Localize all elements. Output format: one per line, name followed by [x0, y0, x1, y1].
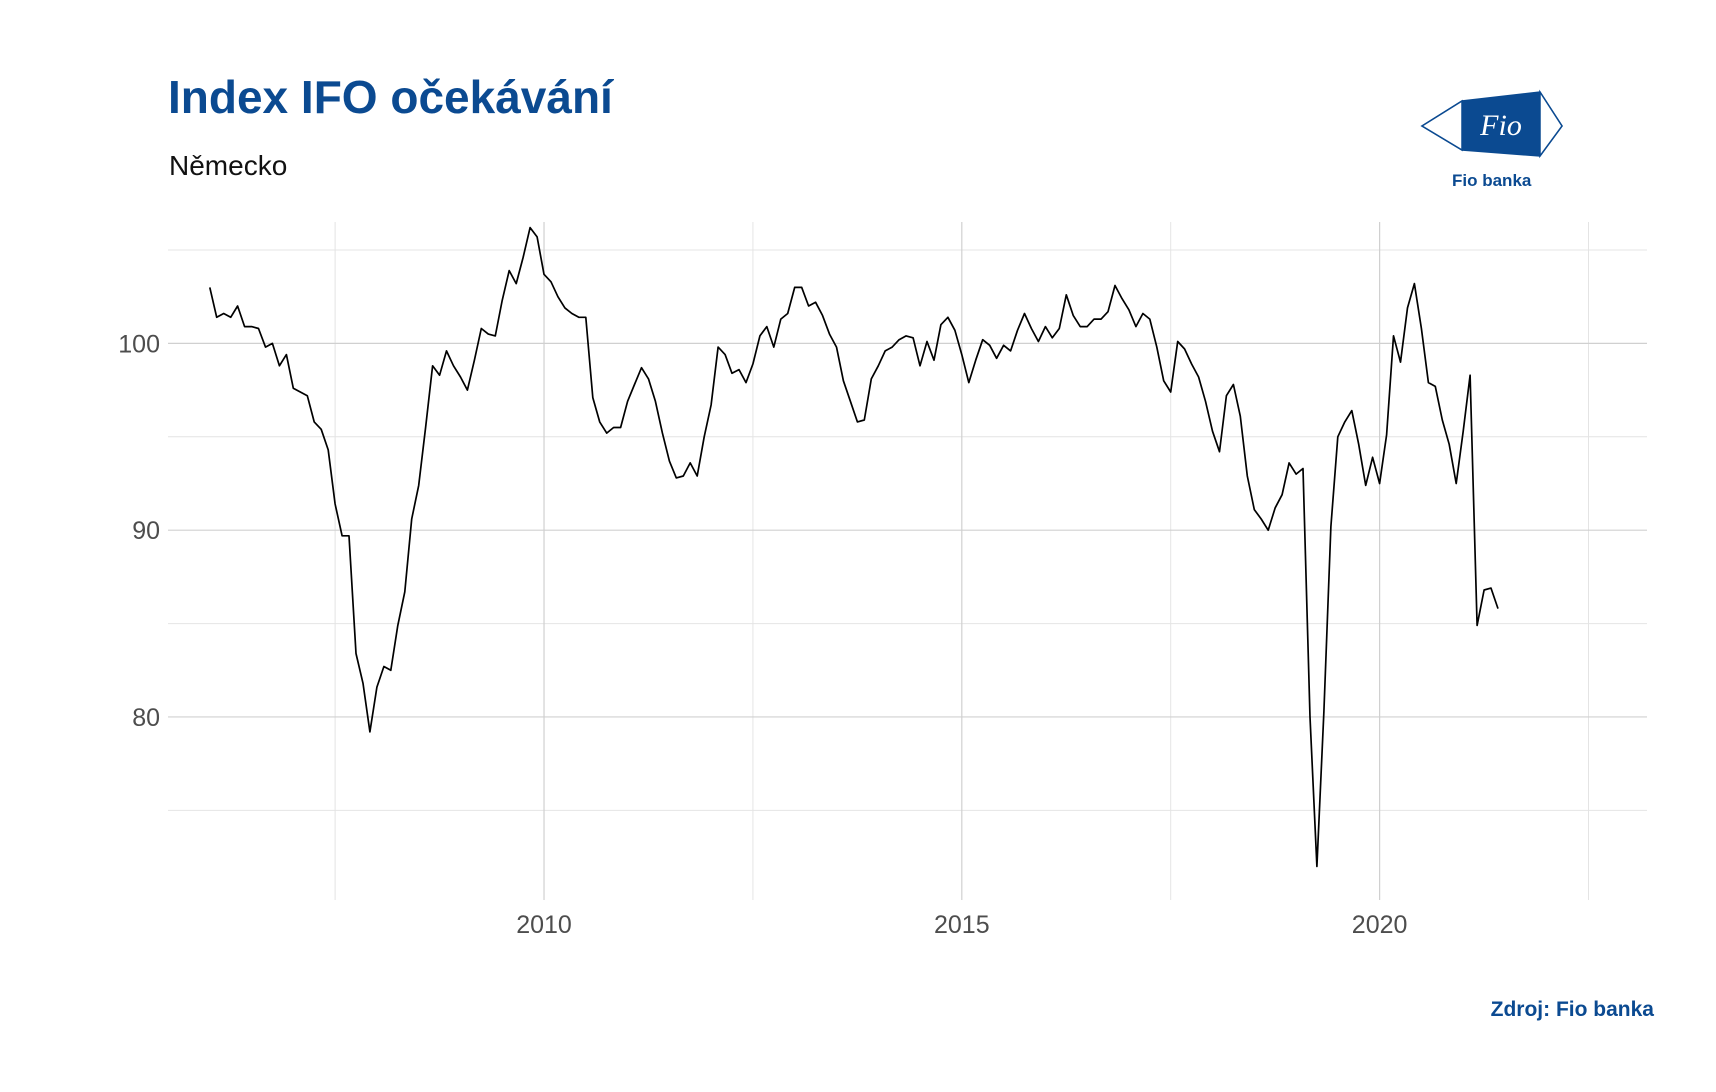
y-tick-label: 100 [118, 330, 160, 358]
series-line [208, 226, 1499, 868]
fio-logo-icon: Fio [1420, 89, 1563, 159]
y-tick-label: 80 [132, 704, 160, 732]
chart-subtitle: Německo [169, 150, 288, 181]
y-tick-label: 90 [132, 517, 160, 545]
source-note: Zdroj: Fio banka [1490, 998, 1654, 1021]
logo-mark-text: Fio [1479, 109, 1522, 142]
grid-lines [168, 222, 1647, 900]
x-tick-label: 2020 [1352, 911, 1408, 939]
x-tick-label: 2015 [934, 911, 990, 939]
chart-title: Index IFO očekávání [168, 71, 613, 123]
tick-labels: 80 90 100 2010 2015 2020 [118, 330, 1407, 939]
logo-caption: Fio banka [1452, 171, 1532, 190]
x-tick-label: 2010 [516, 911, 572, 939]
